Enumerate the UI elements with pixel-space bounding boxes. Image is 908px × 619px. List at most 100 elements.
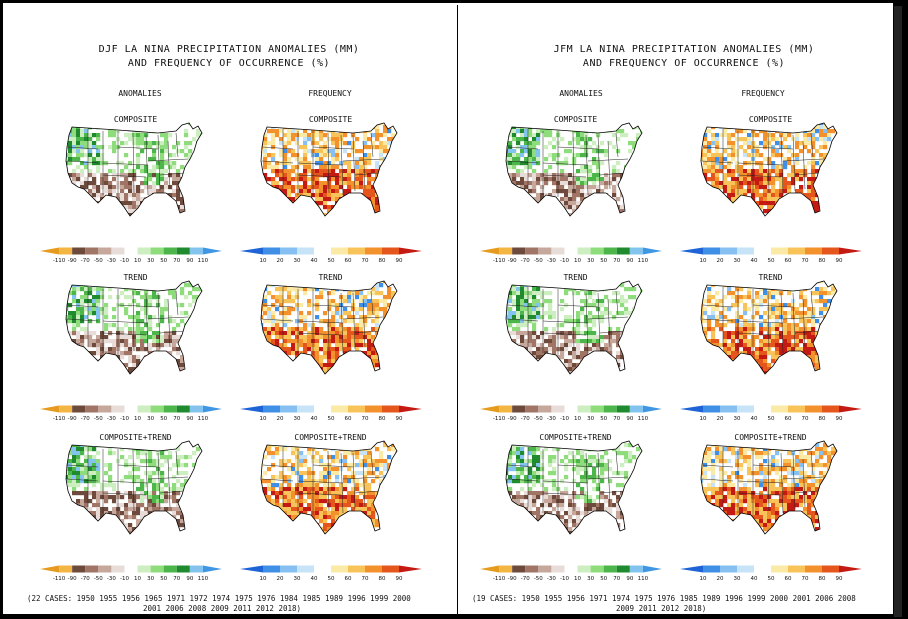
colorbar-swatch <box>399 405 422 413</box>
map-label: COMPOSITE <box>113 115 158 124</box>
map-anomalies-composite-trend: COMPOSITE+TREND <box>58 431 213 551</box>
colorbar-tick-label: 10 <box>134 258 141 264</box>
colorbar-swatch <box>59 247 73 255</box>
colorbar-swatch <box>577 247 591 255</box>
colorbar-swatch <box>40 565 60 573</box>
colorbar-swatch <box>98 565 112 573</box>
colorbar-tick-label: 70 <box>613 576 620 582</box>
colorbar-swatch <box>137 565 151 573</box>
colorbar-swatch <box>202 247 222 255</box>
colorbar-swatch <box>40 405 60 413</box>
colorbar-swatch <box>512 247 526 255</box>
colorbar-tick-label: -10 <box>560 416 569 422</box>
panel-title-line1: DJF LA NINA PRECIPITATION ANOMALIES (MM) <box>98 44 360 55</box>
map-label: COMPOSITE+TREND <box>294 433 367 442</box>
colorbar-swatch <box>771 565 788 573</box>
colorbar-swatch <box>297 405 314 413</box>
colorbar-swatch <box>399 247 422 255</box>
colorbar-frequency: 10 20 30 40 50 60 70 80 90 <box>238 565 428 589</box>
colorbar-swatch <box>788 247 805 255</box>
colorbar-swatch <box>564 405 578 413</box>
colorbar-graphic: -110 -90 -70 -50 -30 -10 10 30 50 70 90 110 <box>480 565 662 582</box>
map-frequency-composite-trend: COMPOSITE+TREND <box>253 431 408 551</box>
colorbar-tick-label: 10 <box>700 416 707 422</box>
colorbar-swatch <box>124 247 138 255</box>
colorbar-tick-label: -90 <box>68 258 77 264</box>
colorbar-tick-label: 50 <box>600 416 607 422</box>
colorbar-tick-label: -10 <box>120 258 129 264</box>
colorbar-graphic: 10 20 30 40 50 60 70 80 90 <box>680 405 862 422</box>
colorbar-tick-label: -70 <box>81 416 90 422</box>
colorbar-swatch <box>720 565 737 573</box>
map-anomalies-trend: TREND <box>58 271 213 391</box>
colorbar-swatch <box>512 405 526 413</box>
colorbar-tick-label: -90 <box>508 258 517 264</box>
colorbar-tick-label: -70 <box>81 258 90 264</box>
colorbar-tick-label: 50 <box>160 416 167 422</box>
colorbar-swatch <box>348 565 365 573</box>
colorbar-swatch <box>720 405 737 413</box>
colorbar-swatch <box>382 565 399 573</box>
colorbar-swatch <box>551 405 565 413</box>
colorbar-swatch <box>564 247 578 255</box>
colorbar-swatch <box>680 247 703 255</box>
colorbar-tick-label: 60 <box>345 576 352 582</box>
colorbar-tick-label: 30 <box>587 576 594 582</box>
colorbar-graphic: -110 -90 -70 -50 -30 -10 10 30 50 70 90 110 <box>40 247 222 264</box>
cases-line2: 2009 2011 2012 2018) <box>616 604 707 613</box>
colorbar-swatch <box>525 405 539 413</box>
map-anomalies-trend: TREND <box>498 271 653 391</box>
anomaly-map <box>505 122 643 217</box>
colorbar-swatch <box>680 565 703 573</box>
colorbar-anomalies: -110 -90 -70 -50 -30 -10 10 30 50 70 90 110 <box>38 247 228 271</box>
colorbar-tick-label: 50 <box>328 576 335 582</box>
colorbar-tick-label: 80 <box>379 576 386 582</box>
colorbar-tick-label: 90 <box>396 416 403 422</box>
colorbar-swatch <box>590 247 604 255</box>
colorbar-swatch <box>805 405 822 413</box>
colorbar-swatch <box>839 247 862 255</box>
colorbar-tick-label: 50 <box>768 258 775 264</box>
colorbar-swatch <box>642 247 662 255</box>
colorbar-tick-label: -10 <box>560 258 569 264</box>
colorbar-swatch <box>365 247 382 255</box>
colorbar-swatch <box>85 405 99 413</box>
colorbar-swatch <box>538 405 552 413</box>
colorbar-tick-label: 90 <box>626 416 633 422</box>
colorbar-tick-label: -110 <box>53 416 66 422</box>
colorbar-swatch <box>480 565 500 573</box>
colorbar-swatch <box>680 405 703 413</box>
map-label: COMPOSITE+TREND <box>734 433 807 442</box>
colorbar-swatch <box>331 565 348 573</box>
colorbar-tick-label: 60 <box>785 576 792 582</box>
map-label: COMPOSITE <box>308 115 353 124</box>
colorbar-swatch <box>124 405 138 413</box>
colorbar-tick-label: -50 <box>534 416 543 422</box>
colorbar-tick-label: 60 <box>345 258 352 264</box>
colorbar-swatch <box>280 247 297 255</box>
colorbar-swatch <box>480 405 500 413</box>
map-frequency-trend: TREND <box>253 271 408 391</box>
colorbar-anomalies: -110 -90 -70 -50 -30 -10 10 30 50 70 90 110 <box>38 405 228 429</box>
map-label: COMPOSITE+TREND <box>99 433 172 442</box>
colorbar-tick-label: -30 <box>547 576 556 582</box>
colorbar-swatch <box>822 405 839 413</box>
colorbar-swatch <box>150 247 164 255</box>
colorbar-tick-label: 110 <box>198 576 209 582</box>
colorbar-swatch <box>85 247 99 255</box>
colorbar-swatch <box>703 565 720 573</box>
figure-frame: DJF LA NINA PRECIPITATION ANOMALIES (MM)… <box>2 2 894 618</box>
colorbar-swatch <box>382 247 399 255</box>
colorbar-swatch <box>551 565 565 573</box>
map-anomalies-composite: COMPOSITE <box>498 113 653 233</box>
colorbar-tick-label: 80 <box>819 576 826 582</box>
colorbar-swatch <box>703 405 720 413</box>
colorbar-graphic: 10 20 30 40 50 60 70 80 90 <box>680 565 862 582</box>
colorbar-tick-label: -110 <box>53 576 66 582</box>
colorbar-anomalies: -110 -90 -70 -50 -30 -10 10 30 50 70 90 110 <box>478 565 668 589</box>
colorbar-swatch <box>603 247 617 255</box>
colorbar-swatch <box>150 565 164 573</box>
anomaly-map <box>65 440 203 535</box>
colorbar-tick-label: 30 <box>294 416 301 422</box>
colorbar-tick-label: 90 <box>186 258 193 264</box>
